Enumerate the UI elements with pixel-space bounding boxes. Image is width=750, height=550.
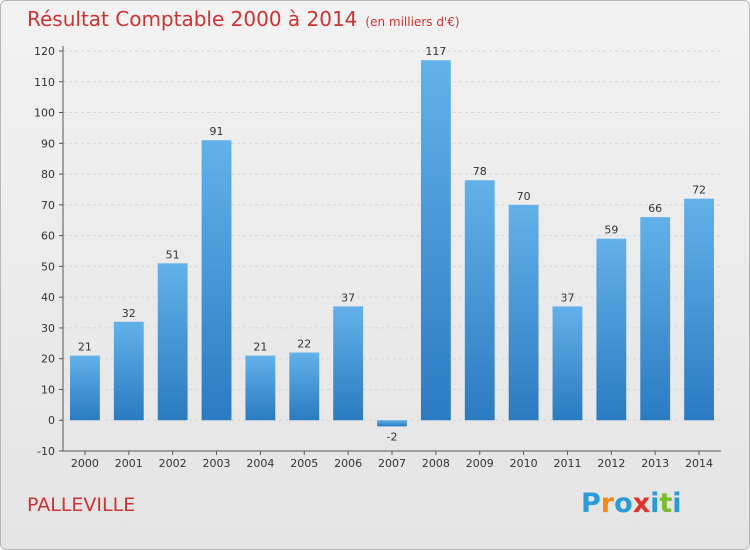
bar-value-label: 37: [560, 291, 574, 304]
bar-2012: [596, 238, 627, 421]
y-tick-label: 60: [41, 230, 55, 243]
y-tick-label: 120: [34, 45, 55, 58]
bar-value-label: 51: [166, 248, 180, 261]
y-tick-label: 40: [41, 291, 55, 304]
x-tick-label: 2014: [685, 457, 713, 470]
x-tick-label: 2007: [378, 457, 406, 470]
bar-2001: [113, 321, 144, 421]
y-tick-label: -10: [37, 445, 55, 458]
y-tick-label: 110: [34, 76, 55, 89]
x-tick-label: 2013: [641, 457, 669, 470]
x-tick-label: 2004: [246, 457, 274, 470]
bar-value-label: 66: [648, 202, 662, 215]
y-tick-label: 30: [41, 322, 55, 335]
bar-2005: [289, 352, 320, 421]
bar-value-label: 21: [253, 341, 267, 354]
bar-value-label: 37: [341, 291, 355, 304]
bar-2002: [157, 263, 188, 421]
chart-title: Résultat Comptable 2000 à 2014 (en millie…: [27, 7, 460, 31]
x-tick-label: 2009: [466, 457, 494, 470]
y-tick-label: 70: [41, 199, 55, 212]
bar-value-label: 22: [297, 338, 311, 351]
bar-2009: [464, 180, 495, 421]
city-name: PALLEVILLE: [27, 494, 136, 516]
bar-2006: [333, 306, 364, 421]
y-tick-label: 20: [41, 353, 55, 366]
chart-title-text: Résultat Comptable 2000 à 2014: [27, 7, 358, 31]
x-tick-label: 2011: [553, 457, 581, 470]
bar-value-label: 59: [604, 224, 618, 237]
logo-letter: P: [581, 488, 601, 519]
logo-letter: r: [600, 488, 615, 519]
x-tick-label: 2012: [597, 457, 625, 470]
logo-letter: o: [614, 488, 633, 519]
x-tick-label: 2000: [71, 457, 99, 470]
logo-letter: t: [659, 488, 673, 519]
proxiti-logo[interactable]: Proxiti: [581, 488, 682, 519]
x-tick-label: 2006: [334, 457, 362, 470]
x-tick-label: 2005: [290, 457, 318, 470]
bar-value-label: 117: [425, 45, 446, 58]
bar-value-label: 70: [517, 190, 531, 203]
x-tick-label: 2003: [203, 457, 231, 470]
bar-value-label: 91: [210, 125, 224, 138]
bar-value-label: 21: [78, 341, 92, 354]
x-tick-label: 2008: [422, 457, 450, 470]
y-tick-label: 50: [41, 260, 55, 273]
logo-letter: x: [632, 488, 651, 519]
x-tick-label: 2010: [510, 457, 538, 470]
axis-layer: -10 0 10 20 30 40 50 60 70 80 90 100 110 120 2000 2001 2…: [34, 45, 721, 470]
y-tick-label: 10: [41, 383, 55, 396]
y-tick-label: 100: [34, 107, 55, 120]
bar-2004: [245, 355, 276, 421]
bar-value-label: 72: [692, 184, 706, 197]
x-tick-label: 2001: [115, 457, 143, 470]
bar-value-label: 78: [473, 165, 487, 178]
bar-2013: [640, 217, 671, 421]
x-tick-label: 2002: [159, 457, 187, 470]
y-tick-label: 0: [48, 414, 55, 427]
bar-2008: [420, 60, 451, 421]
bar-layer: 21 32 51 91 21 22 37 -2 117 78 70 37 59 66 72: [70, 45, 714, 443]
chart-unit: (en milliers d'€): [365, 15, 460, 29]
bar-2010: [508, 204, 539, 421]
bar-value-label: 32: [122, 307, 136, 320]
y-tick-label: 90: [41, 137, 55, 150]
bar-value-label: -2: [387, 430, 398, 443]
logo-letter: i: [672, 488, 682, 519]
bar-2007: [377, 420, 407, 427]
logo-letter: i: [650, 488, 660, 519]
bar-2011: [552, 306, 583, 421]
bar-2000: [70, 355, 100, 421]
bar-2003: [201, 140, 232, 421]
y-tick-label: 80: [41, 168, 55, 181]
bar-2014: [684, 198, 714, 421]
